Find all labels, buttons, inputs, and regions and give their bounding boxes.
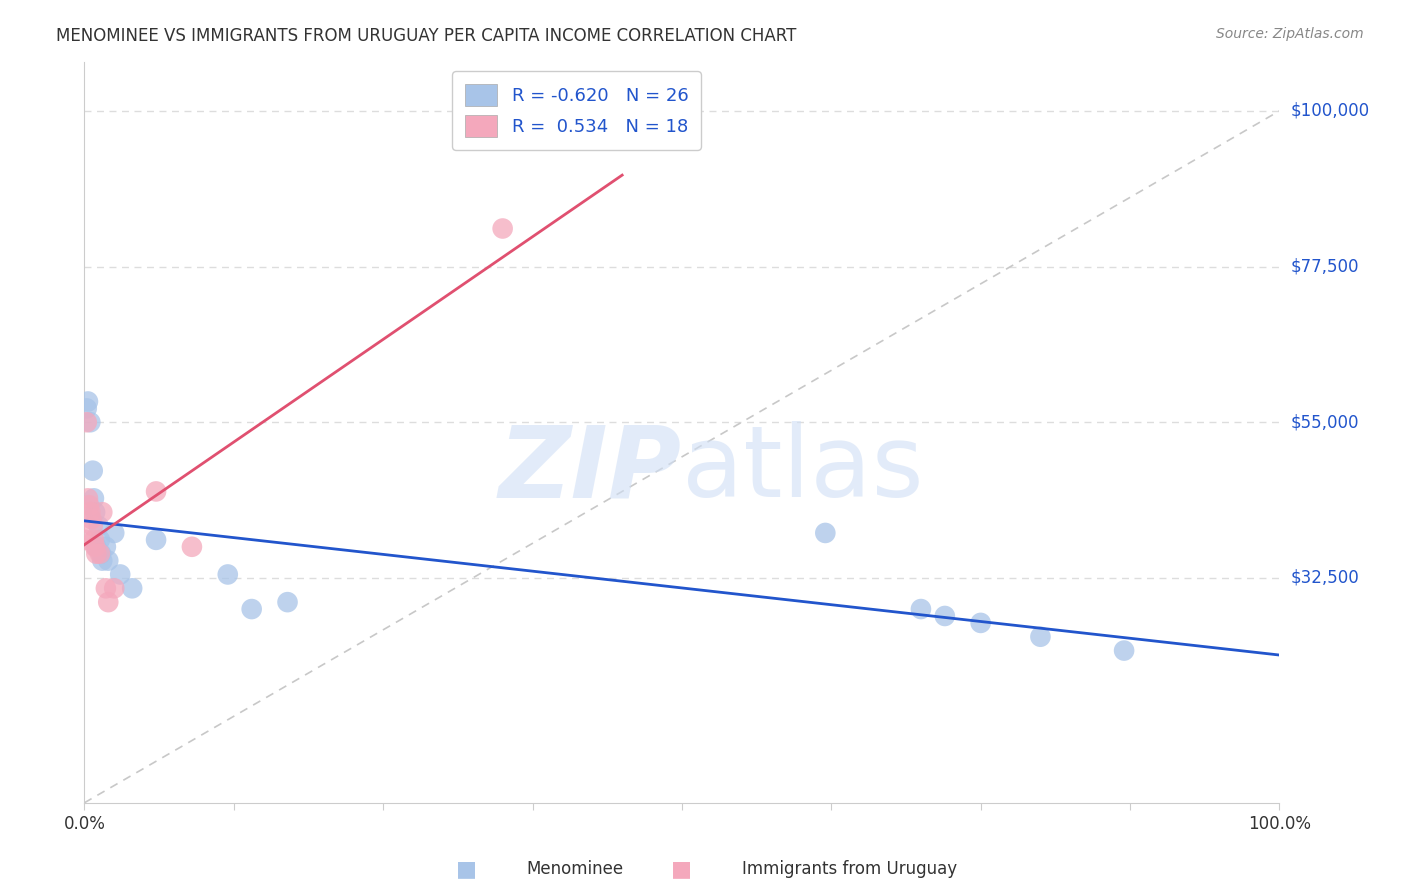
Point <box>82 464 104 478</box>
Point <box>94 582 117 596</box>
Point <box>217 567 239 582</box>
Text: $55,000: $55,000 <box>1291 413 1360 431</box>
Point <box>121 582 143 596</box>
Point <box>103 525 125 540</box>
Point <box>910 602 932 616</box>
Point <box>83 491 105 506</box>
Point <box>97 595 120 609</box>
Point <box>814 525 837 540</box>
Point <box>277 595 299 609</box>
Point <box>79 505 101 519</box>
Point <box>76 415 98 429</box>
Text: MENOMINEE VS IMMIGRANTS FROM URUGUAY PER CAPITA INCOME CORRELATION CHART: MENOMINEE VS IMMIGRANTS FROM URUGUAY PER… <box>56 27 797 45</box>
Point <box>79 415 101 429</box>
Point <box>97 554 120 568</box>
Text: Source: ZipAtlas.com: Source: ZipAtlas.com <box>1216 27 1364 41</box>
Point <box>83 533 105 547</box>
Point <box>80 512 103 526</box>
Point <box>91 554 114 568</box>
Text: $77,500: $77,500 <box>1291 258 1360 276</box>
Text: ■: ■ <box>457 859 477 880</box>
Point <box>970 615 993 630</box>
Point <box>86 547 108 561</box>
Text: ■: ■ <box>672 859 692 880</box>
Point <box>181 540 204 554</box>
Point <box>492 221 515 235</box>
Point <box>89 547 111 561</box>
Point <box>87 519 110 533</box>
Text: Immigrants from Uruguay: Immigrants from Uruguay <box>742 861 957 879</box>
Point <box>84 540 107 554</box>
Point <box>77 498 100 512</box>
Point <box>82 519 104 533</box>
Point <box>91 505 114 519</box>
Point <box>76 401 98 416</box>
Point <box>110 567 132 582</box>
Point <box>75 533 97 547</box>
Y-axis label: Per Capita Income: Per Capita Income <box>0 357 8 508</box>
Point <box>1114 643 1136 657</box>
Point <box>103 582 125 596</box>
Point <box>94 540 117 554</box>
Point <box>86 540 108 554</box>
Point <box>90 547 112 561</box>
Point <box>89 533 111 547</box>
Text: atlas: atlas <box>682 421 924 518</box>
Text: $32,500: $32,500 <box>1291 569 1360 587</box>
Point <box>145 533 167 547</box>
Text: $100,000: $100,000 <box>1291 102 1369 120</box>
Point <box>145 484 167 499</box>
Text: ZIP: ZIP <box>499 421 682 518</box>
Text: Menominee: Menominee <box>527 861 624 879</box>
Point <box>934 609 956 624</box>
Point <box>240 602 263 616</box>
Point <box>84 505 107 519</box>
Legend: R = -0.620   N = 26, R =  0.534   N = 18: R = -0.620 N = 26, R = 0.534 N = 18 <box>451 71 700 150</box>
Point <box>77 491 100 506</box>
Point <box>1029 630 1052 644</box>
Point <box>77 394 100 409</box>
